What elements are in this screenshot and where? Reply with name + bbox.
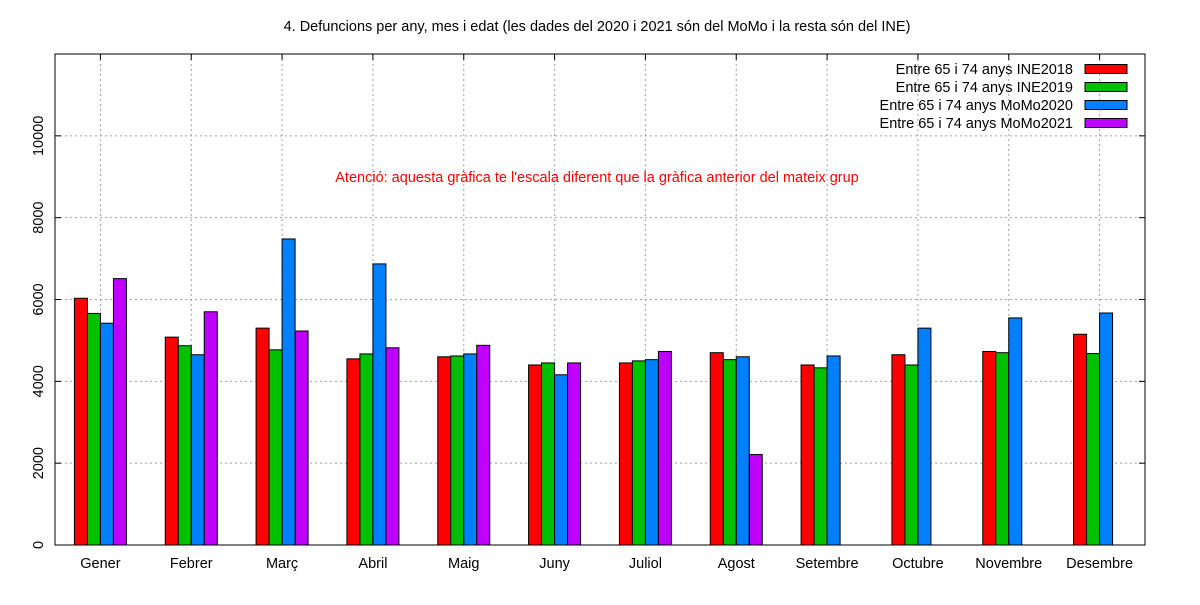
bar	[995, 352, 1010, 546]
legend-label: Entre 65 i 74 anys MoMo2021	[880, 116, 1073, 132]
bars	[73, 238, 1114, 546]
legend-swatch	[1084, 118, 1128, 128]
y-tick-label: 2000	[31, 447, 47, 479]
legend-label: Entre 65 i 74 anys MoMo2020	[880, 98, 1073, 114]
bar	[813, 367, 828, 546]
bar	[164, 336, 179, 546]
legend-label: Entre 65 i 74 anys INE2018	[896, 62, 1073, 78]
y-tick-label: 6000	[31, 283, 47, 315]
x-tick-label: Abril	[358, 556, 387, 572]
y-tick-label: 0	[31, 541, 47, 549]
x-tick-label: Febrer	[170, 556, 213, 572]
bar	[463, 353, 478, 546]
x-tick-label: Juliol	[629, 556, 662, 572]
bar	[1008, 317, 1023, 546]
legend-swatch	[1084, 100, 1128, 110]
x-tick-label: Juny	[539, 556, 570, 572]
legend: Entre 65 i 74 anys INE2018 Entre 65 i 74 …	[880, 62, 1128, 132]
x-tick-label: Març	[266, 556, 298, 572]
bar	[99, 322, 114, 546]
grid-lines	[55, 54, 1145, 545]
bar	[554, 374, 569, 546]
bar	[528, 364, 543, 546]
legend-swatch	[1084, 82, 1128, 92]
bar	[346, 358, 361, 546]
bar	[735, 356, 750, 546]
bar	[294, 330, 309, 546]
bar	[567, 362, 582, 546]
bar	[86, 312, 101, 546]
x-tick-label: Octubre	[892, 556, 944, 572]
bar	[800, 364, 815, 546]
bar	[177, 345, 192, 546]
bar	[476, 344, 491, 546]
bar	[450, 355, 465, 546]
bar	[618, 362, 633, 546]
y-tick-label: 10000	[31, 116, 47, 156]
bar	[722, 359, 737, 546]
y-tick-label: 8000	[31, 202, 47, 234]
legend-swatch	[1084, 64, 1128, 74]
bar	[982, 350, 997, 546]
x-tick-label: Novembre	[975, 556, 1042, 572]
bar	[904, 364, 919, 546]
bar	[1099, 312, 1114, 546]
bar	[437, 356, 452, 546]
bar	[1086, 353, 1101, 546]
scale-warning-annotation: Atenció: aquesta gràfica te l'escala dif…	[335, 170, 858, 186]
bar	[631, 360, 646, 546]
chart-title: 4. Defuncions per any, mes i edat (les d…	[284, 19, 911, 35]
bar	[281, 238, 296, 546]
bar	[541, 362, 556, 546]
bar	[1073, 333, 1088, 546]
bar	[203, 311, 218, 546]
y-tick-label: 4000	[31, 365, 47, 397]
bar	[709, 352, 724, 546]
bar	[73, 297, 88, 546]
bar	[385, 347, 400, 546]
bar	[190, 354, 205, 546]
legend-label: Entre 65 i 74 anys INE2019	[896, 80, 1073, 96]
x-tick-label: Agost	[718, 556, 755, 572]
x-tick-label: Gener	[80, 556, 120, 572]
bar	[255, 327, 270, 546]
x-tick-label: Desembre	[1066, 556, 1133, 572]
bar	[644, 359, 659, 546]
bar	[917, 327, 932, 546]
bar	[657, 350, 672, 546]
bar	[748, 454, 763, 546]
bar	[359, 353, 374, 546]
bar	[268, 349, 283, 546]
bar	[826, 355, 841, 546]
x-tick-label: Setembre	[796, 556, 859, 572]
x-tick-label: Maig	[448, 556, 479, 572]
axis-ticks: Gener Febrer Març Abril Maig Juny Juliol Agost S…	[31, 54, 1145, 572]
bar	[112, 278, 127, 546]
bar	[372, 263, 387, 546]
bar	[891, 354, 906, 546]
